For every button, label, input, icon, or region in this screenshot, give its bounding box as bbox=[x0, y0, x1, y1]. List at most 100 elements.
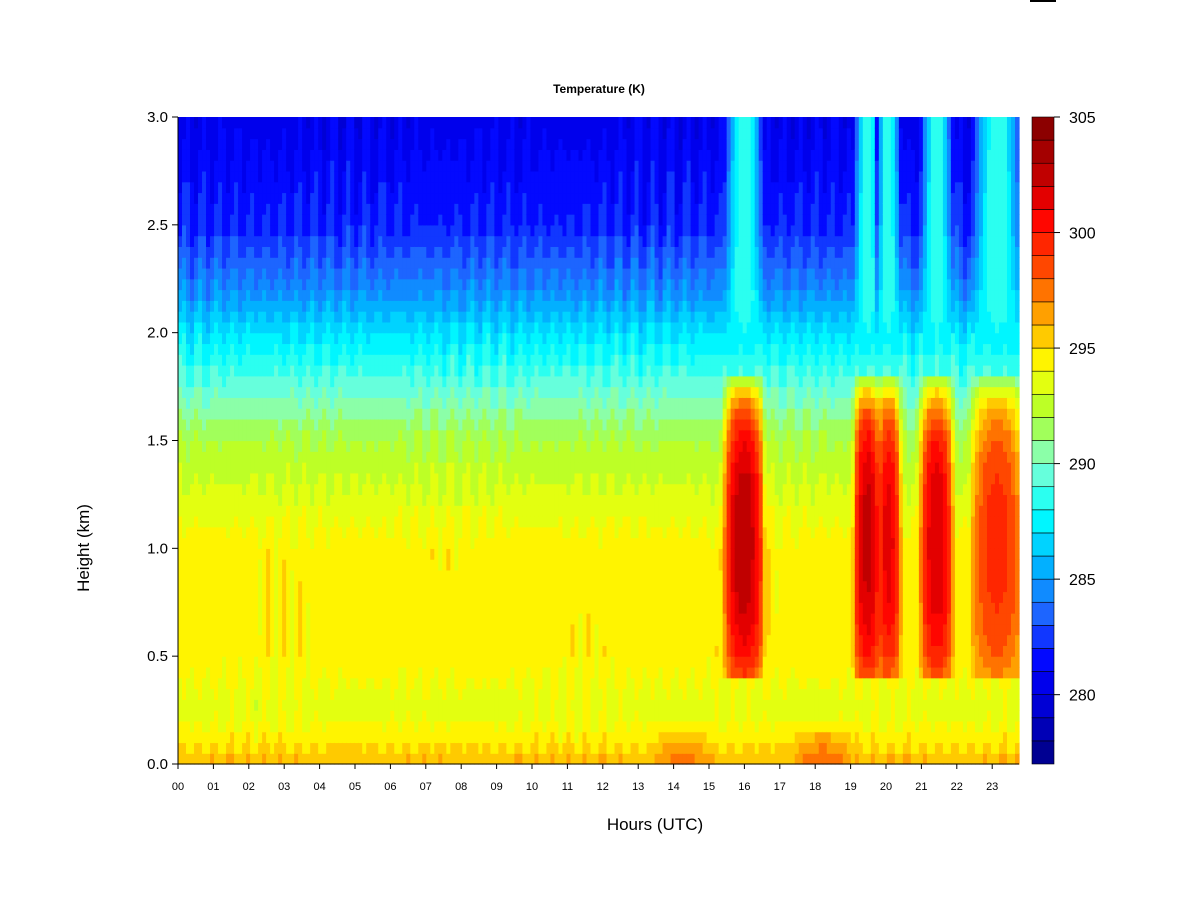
heatmap-cell bbox=[242, 246, 247, 258]
heatmap-cell bbox=[478, 483, 483, 496]
heatmap-cell bbox=[202, 365, 207, 377]
heatmap-cell bbox=[258, 526, 263, 539]
heatmap-cell bbox=[430, 613, 435, 625]
heatmap-cell bbox=[422, 246, 427, 258]
heatmap-cell bbox=[278, 742, 283, 754]
heatmap-cell bbox=[438, 591, 443, 603]
heatmap-cell bbox=[198, 591, 203, 603]
heatmap-cell bbox=[458, 613, 463, 625]
heatmap-cell bbox=[458, 181, 463, 194]
heatmap-cell bbox=[322, 203, 327, 215]
heatmap-cell bbox=[210, 677, 215, 690]
heatmap-cell bbox=[342, 483, 347, 496]
heatmap-cell bbox=[270, 170, 275, 183]
heatmap-cell bbox=[494, 656, 499, 668]
heatmap-cell bbox=[286, 397, 291, 409]
heatmap-cell bbox=[410, 526, 415, 539]
heatmap-cell bbox=[258, 429, 263, 442]
heatmap-cell bbox=[290, 602, 295, 614]
heatmap-cell bbox=[222, 548, 227, 560]
heatmap-cell bbox=[366, 117, 371, 129]
heatmap-cell bbox=[342, 731, 347, 744]
heatmap-cell bbox=[258, 203, 263, 215]
heatmap-cell bbox=[374, 418, 379, 431]
heatmap-cell bbox=[430, 591, 435, 603]
heatmap-cell bbox=[362, 548, 367, 560]
heatmap-cell bbox=[290, 710, 295, 722]
heatmap-cell bbox=[478, 354, 483, 366]
heatmap-cell bbox=[318, 451, 323, 463]
heatmap-cell bbox=[250, 354, 255, 366]
heatmap-cell bbox=[374, 375, 379, 388]
heatmap-cell bbox=[238, 354, 243, 366]
heatmap-cell bbox=[274, 634, 279, 646]
heatmap-cell bbox=[290, 343, 295, 355]
heatmap-cell bbox=[390, 418, 395, 431]
heatmap-cell bbox=[298, 742, 303, 754]
heatmap-cell bbox=[418, 602, 423, 614]
heatmap-cell bbox=[214, 149, 219, 161]
heatmap-cell bbox=[386, 440, 391, 452]
heatmap-cell bbox=[314, 753, 319, 765]
heatmap-cell bbox=[354, 548, 359, 560]
heatmap-cell bbox=[246, 483, 251, 496]
heatmap-cell bbox=[210, 580, 215, 593]
heatmap-cell bbox=[290, 300, 295, 312]
heatmap-cell bbox=[462, 602, 467, 614]
heatmap-cell bbox=[430, 710, 435, 722]
heatmap-cell bbox=[290, 181, 295, 194]
heatmap-cell bbox=[494, 321, 499, 334]
heatmap-cell bbox=[230, 117, 235, 129]
heatmap-cell bbox=[374, 634, 379, 646]
heatmap-cell bbox=[446, 559, 451, 571]
heatmap-cell bbox=[362, 375, 367, 388]
heatmap-cell bbox=[298, 311, 303, 323]
heatmap-cell bbox=[262, 386, 267, 398]
heatmap-cell bbox=[446, 127, 451, 140]
heatmap-cell bbox=[418, 645, 423, 657]
heatmap-cell bbox=[254, 472, 259, 485]
heatmap-cell bbox=[234, 537, 239, 549]
heatmap-cell bbox=[446, 613, 451, 625]
heatmap-cell bbox=[254, 515, 259, 528]
heatmap-cell bbox=[430, 267, 435, 280]
heatmap-cell bbox=[322, 354, 327, 366]
heatmap-cell bbox=[502, 688, 507, 700]
heatmap-cell bbox=[254, 688, 259, 700]
heatmap-cell bbox=[350, 613, 355, 625]
heatmap-cell bbox=[270, 365, 275, 377]
heatmap-cell bbox=[194, 386, 199, 398]
heatmap-cell bbox=[334, 160, 339, 172]
heatmap-cell bbox=[278, 494, 283, 506]
heatmap-cell bbox=[442, 386, 447, 398]
heatmap-cell bbox=[430, 742, 435, 754]
heatmap-cell bbox=[386, 397, 391, 409]
heatmap-cell bbox=[322, 246, 327, 258]
heatmap-cell bbox=[506, 515, 511, 528]
heatmap-cell bbox=[450, 149, 455, 161]
heatmap-cell bbox=[290, 613, 295, 625]
heatmap-cell bbox=[358, 677, 363, 690]
heatmap-cell bbox=[250, 267, 255, 280]
heatmap-cell bbox=[222, 138, 227, 150]
heatmap-cell bbox=[466, 289, 471, 301]
heatmap-cell bbox=[310, 267, 315, 280]
heatmap-cell bbox=[234, 181, 239, 194]
heatmap-cell bbox=[254, 656, 259, 668]
heatmap-cell bbox=[426, 515, 431, 528]
heatmap-cell bbox=[190, 127, 195, 140]
heatmap-cell bbox=[354, 645, 359, 657]
heatmap-cell bbox=[334, 203, 339, 215]
heatmap-cell bbox=[298, 170, 303, 183]
heatmap-cell bbox=[462, 613, 467, 625]
heatmap-cell bbox=[358, 246, 363, 258]
heatmap-cell bbox=[338, 138, 343, 150]
heatmap-cell bbox=[394, 138, 399, 150]
heatmap-cell bbox=[246, 257, 251, 269]
heatmap-cell bbox=[210, 138, 215, 150]
heatmap-cell bbox=[334, 214, 339, 226]
heatmap-cell bbox=[258, 408, 263, 420]
heatmap-cell bbox=[478, 494, 483, 506]
heatmap-cell bbox=[382, 354, 387, 366]
heatmap-cell bbox=[310, 375, 315, 388]
